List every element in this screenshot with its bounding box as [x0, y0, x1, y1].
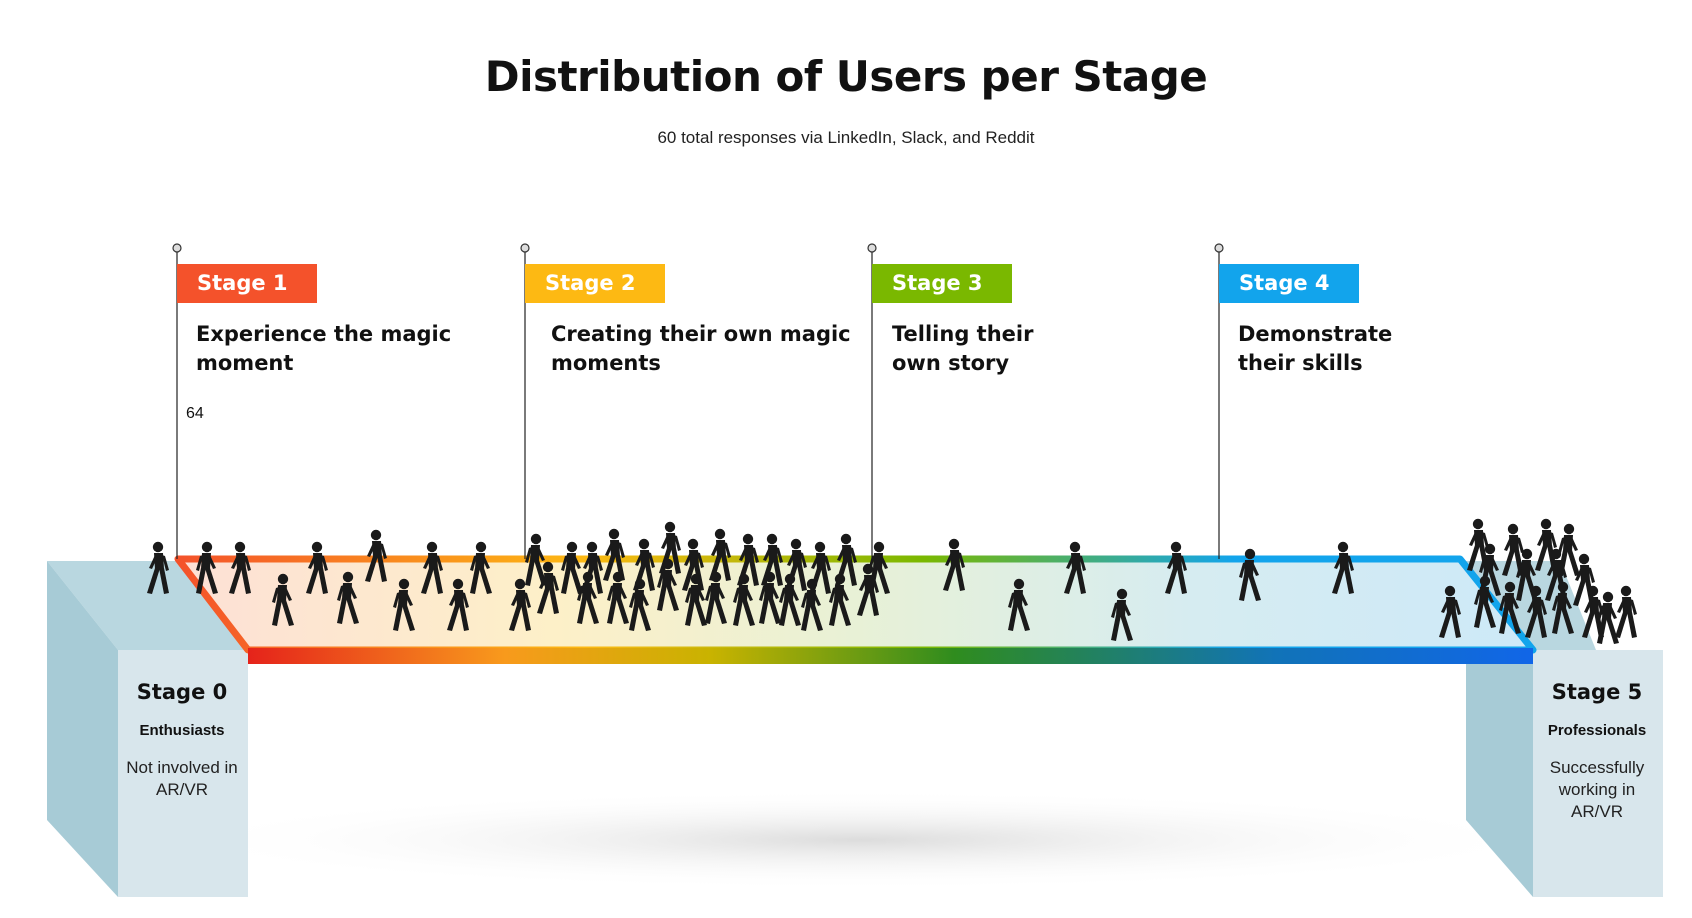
stage-5-panel: Stage 5 Professionals Successfully worki…	[1533, 650, 1661, 823]
stage-1-count: 64	[186, 405, 204, 422]
stage-5-description: Successfully working in AR/VR	[1549, 758, 1645, 821]
right-pier-side	[1466, 650, 1533, 897]
walking-person-icon	[1558, 523, 1580, 576]
walking-person-icon	[943, 538, 965, 591]
left-pier-top	[47, 561, 248, 650]
stage-4-description: Demonstrate their skills	[1238, 322, 1393, 375]
walking-person-icon	[1064, 541, 1086, 594]
walking-person-icon	[1525, 585, 1547, 638]
walking-person-icon	[657, 558, 679, 611]
walking-person-icon	[1474, 575, 1496, 628]
walking-person-icon	[1499, 581, 1521, 634]
walking-person-icon	[393, 578, 415, 631]
walking-person-icon	[737, 533, 759, 586]
stage-2-pole-knob	[520, 243, 530, 253]
stage-4-pole-knob	[1214, 243, 1224, 253]
walking-person-icon	[1597, 591, 1619, 644]
walking-person-icon	[537, 561, 559, 614]
walking-person-icon	[733, 573, 755, 626]
walking-person-icon	[685, 573, 707, 626]
walking-person-icon	[607, 571, 629, 624]
stage-0-description: Not involved in AR/VR	[126, 758, 238, 799]
walking-person-icon	[659, 521, 681, 574]
walking-person-icon	[759, 571, 781, 624]
walking-person-icon	[709, 528, 731, 581]
stage-1-flag: Stage 1	[177, 264, 317, 303]
walking-person-icon	[1165, 541, 1187, 594]
stage-1-pole-knob	[172, 243, 182, 253]
walking-person-icon	[1008, 578, 1030, 631]
page-title: Distribution of Users per Stage	[484, 52, 1208, 101]
walking-person-icon	[1615, 585, 1637, 638]
ground-shadow	[160, 790, 1560, 890]
stage-0-panel: Stage 0 Enthusiasts Not involved in AR/V…	[118, 650, 246, 801]
walking-person-icon	[447, 578, 469, 631]
stage-0-title: Stage 0	[136, 680, 228, 704]
bridge-rail	[248, 648, 1533, 664]
walking-person-icon	[868, 541, 890, 594]
walking-person-icon	[272, 573, 294, 626]
walking-person-icon	[229, 541, 251, 594]
walking-person-icon	[525, 533, 547, 586]
walking-person-icon	[779, 573, 801, 626]
left-pier-side	[47, 561, 118, 897]
walking-person-icon	[509, 578, 531, 631]
stage-5-title: Stage 5	[1551, 680, 1643, 704]
walking-person-icon	[577, 571, 599, 624]
walking-person-icon	[829, 573, 851, 626]
walking-person-icon	[801, 578, 823, 631]
walking-person-icon	[337, 571, 359, 624]
walking-person-icon	[1332, 541, 1354, 594]
stage-4-flag: Stage 4	[1219, 264, 1359, 303]
stage-5-role: Professionals	[1547, 722, 1647, 739]
walking-person-icon	[629, 578, 651, 631]
stage-3-flag: Stage 3	[872, 264, 1012, 303]
walking-person-icon	[1552, 581, 1574, 634]
walking-person-icon	[1439, 585, 1461, 638]
page-subtitle: 60 total responses via LinkedIn, Slack, …	[657, 128, 1035, 147]
right-pier-front	[1533, 650, 1663, 897]
walking-person-icon	[147, 541, 169, 594]
walking-person-icon	[1239, 548, 1261, 601]
walking-person-icon	[421, 541, 443, 594]
walking-person-icon	[365, 529, 387, 582]
stage-2-description: Creating their own magic moments	[551, 322, 851, 375]
stage-3-description: Telling their own story	[892, 322, 1034, 375]
stage-2-flag: Stage 2	[525, 264, 665, 303]
walking-person-icon	[196, 541, 218, 594]
left-pier-front	[118, 650, 248, 897]
stage-0-role: Enthusiasts	[139, 722, 225, 739]
walking-person-icon	[705, 571, 727, 624]
walking-person-icon	[1111, 588, 1133, 641]
stage-1-description: Experience the magic moment	[196, 322, 452, 375]
stage-3-pole-knob	[867, 243, 877, 253]
walking-person-icon	[306, 541, 328, 594]
walking-person-icon	[561, 541, 583, 594]
walking-person-icon	[470, 541, 492, 594]
